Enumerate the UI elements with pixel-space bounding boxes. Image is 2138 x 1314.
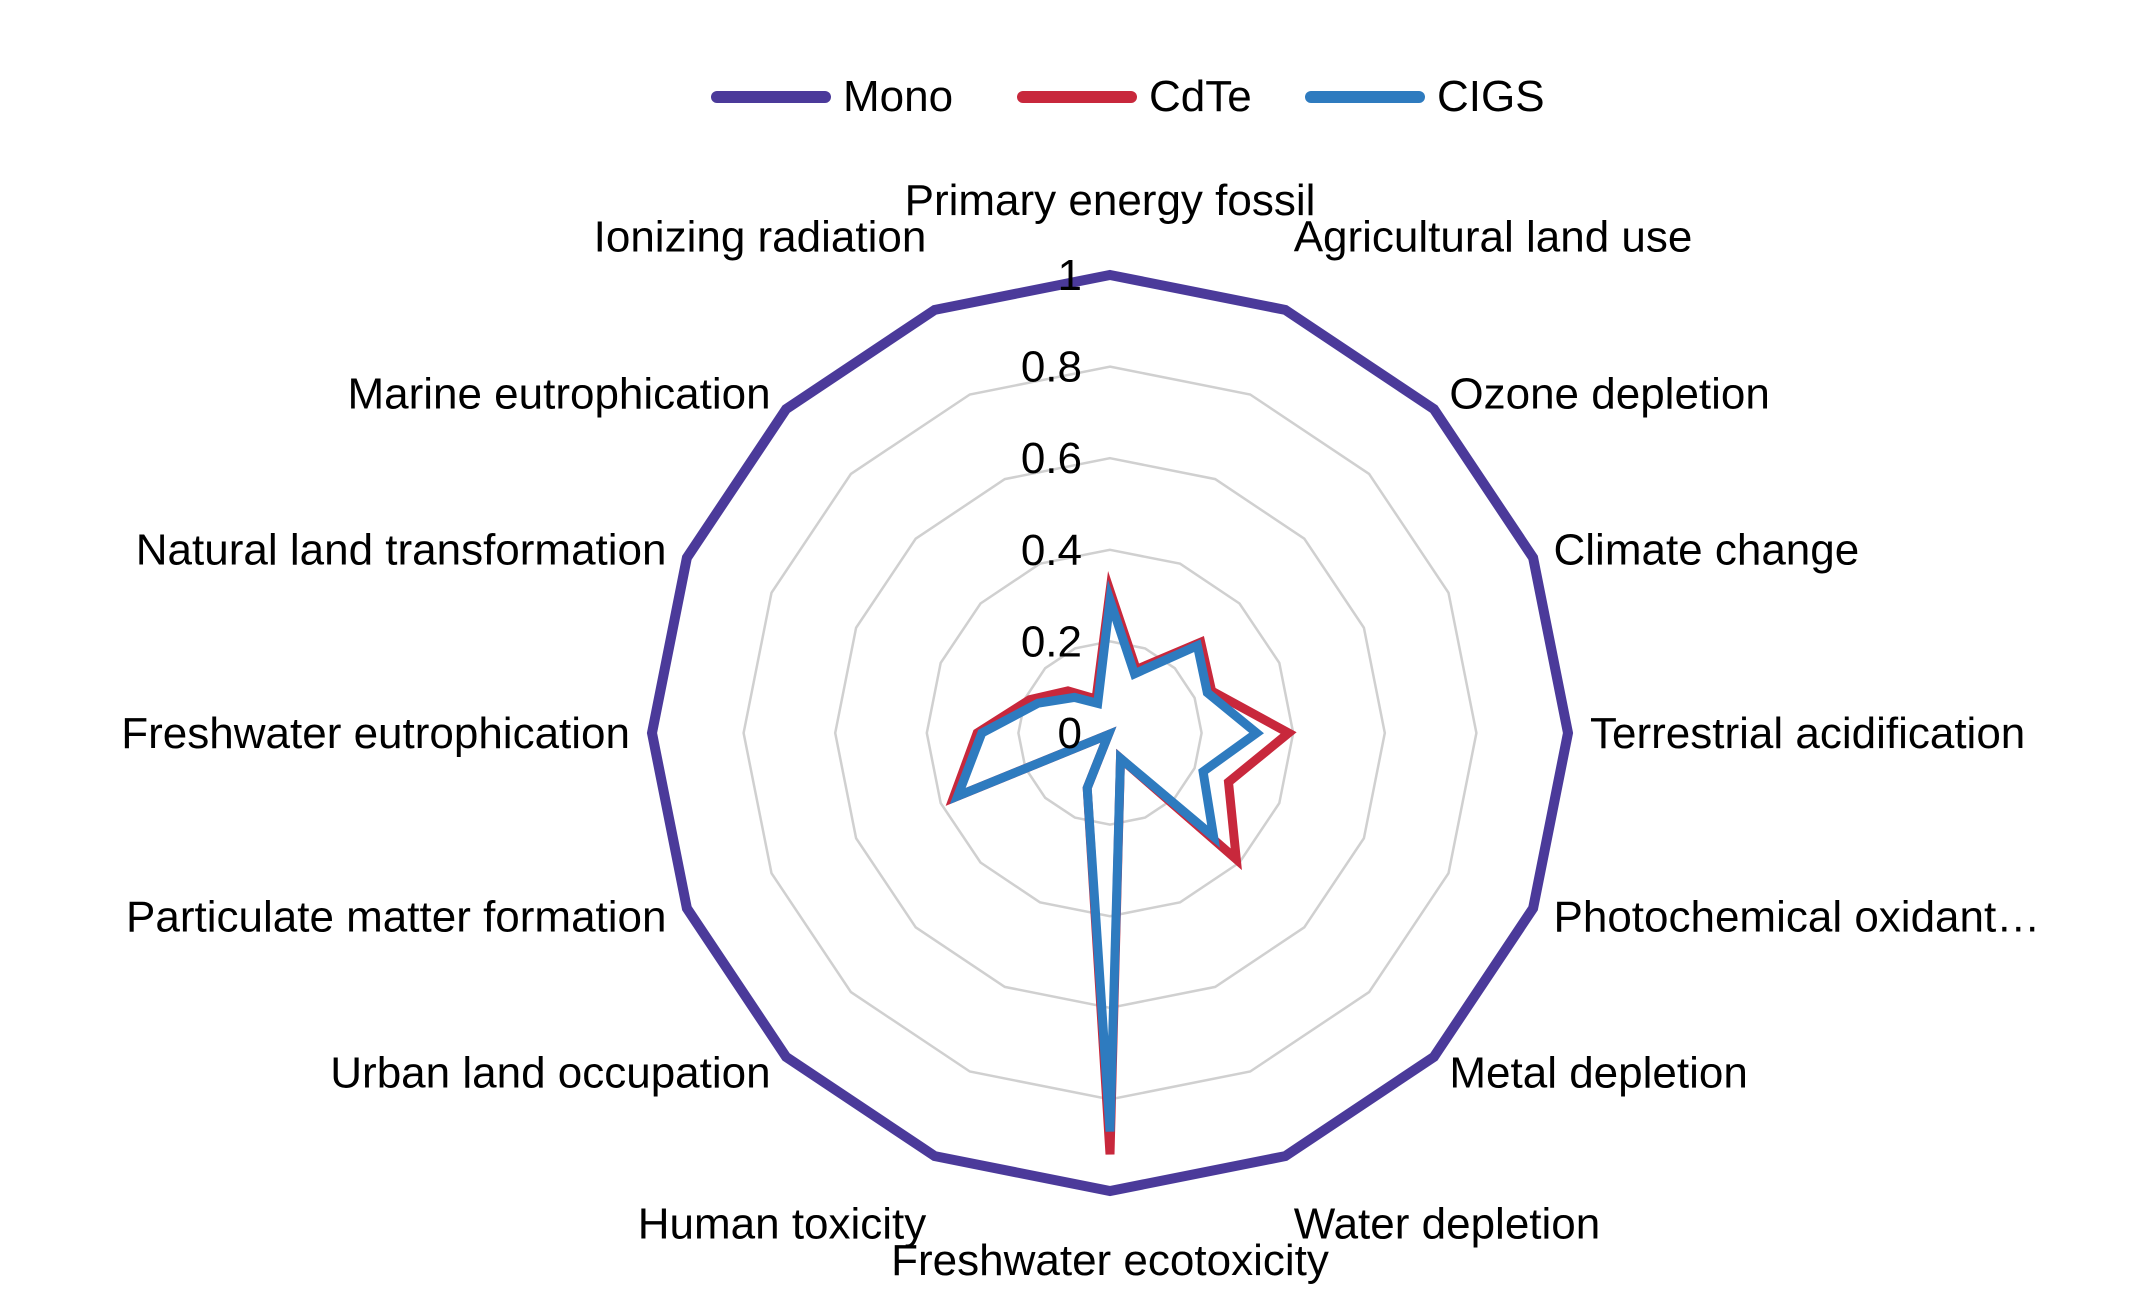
category-label-0: Primary energy fossil xyxy=(905,176,1316,225)
tick-label-0: 0 xyxy=(1058,709,1082,758)
category-label-3: Climate change xyxy=(1554,525,1860,574)
tick-label-4: 0.8 xyxy=(1021,343,1082,392)
category-label-14: Marine eutrophication xyxy=(347,370,770,419)
tick-labels: 0 0.2 0.4 0.6 0.8 1 xyxy=(1021,251,1082,758)
legend-item-cigs[interactable]: CIGS xyxy=(1305,72,1545,122)
legend-line-mono xyxy=(711,91,831,103)
tick-label-2: 0.4 xyxy=(1021,526,1082,575)
series-cigs-line xyxy=(949,579,1264,1132)
category-label-4: Terrestrial acidification xyxy=(1590,709,2025,758)
category-label-2: Ozone depletion xyxy=(1449,370,1769,419)
tick-label-1: 0.2 xyxy=(1021,617,1082,666)
category-label-15: Ionizing radiation xyxy=(594,213,927,262)
category-label-9: Human toxicity xyxy=(638,1200,927,1249)
legend-line-cigs xyxy=(1305,91,1425,103)
category-label-5: Photochemical oxidant… xyxy=(1554,893,2041,942)
category-label-7: Water depletion xyxy=(1294,1200,1601,1249)
grid-ring-1 xyxy=(1017,640,1203,826)
legend-label-cigs: CIGS xyxy=(1437,72,1545,121)
category-label-1: Agricultural land use xyxy=(1294,213,1693,262)
legend-label-cdte: CdTe xyxy=(1149,72,1252,121)
category-label-6: Metal depletion xyxy=(1449,1048,1747,1097)
category-label-11: Particulate matter formation xyxy=(126,893,666,942)
legend-item-cdte[interactable]: CdTe xyxy=(1017,72,1252,122)
category-label-8: Freshwater ecotoxicity xyxy=(891,1236,1329,1285)
category-label-10: Urban land occupation xyxy=(330,1048,770,1097)
tick-label-5: 1 xyxy=(1058,251,1082,300)
legend-item-mono[interactable]: Mono xyxy=(711,72,953,122)
legend-label-mono: Mono xyxy=(843,72,954,121)
category-label-13: Natural land transformation xyxy=(136,525,667,574)
grid-ring-2 xyxy=(925,548,1295,918)
series-layer xyxy=(646,269,1574,1197)
tick-label-3: 0.6 xyxy=(1021,434,1082,483)
legend-line-cdte xyxy=(1017,91,1137,103)
category-label-12: Freshwater eutrophication xyxy=(121,709,630,758)
series-mono-line xyxy=(646,269,1574,1197)
